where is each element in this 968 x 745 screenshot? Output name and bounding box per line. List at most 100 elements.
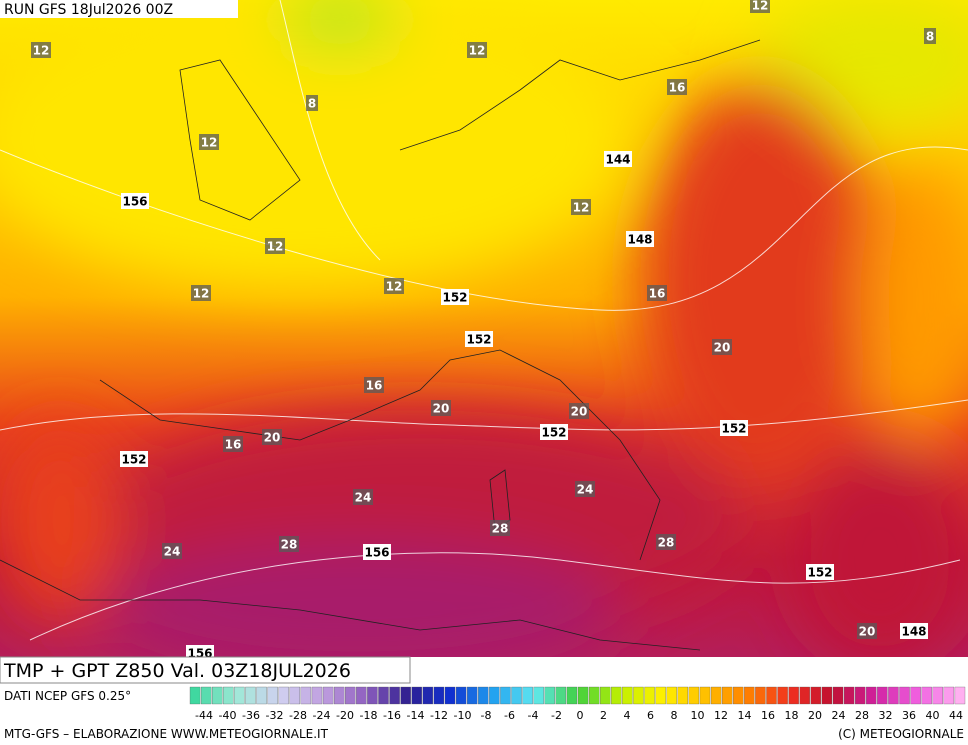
temperature-label: 20 — [433, 402, 450, 416]
label-box — [363, 544, 391, 560]
contours — [0, 0, 968, 640]
scale-swatch — [234, 686, 245, 705]
scale-swatch — [799, 686, 810, 705]
scale-swatch — [644, 686, 655, 705]
scale-swatch — [333, 686, 345, 705]
scale-swatch — [733, 686, 744, 705]
geopotential-label: 152 — [121, 453, 146, 467]
label-box — [924, 28, 936, 44]
scale-swatch — [411, 686, 422, 705]
label-box — [162, 543, 182, 559]
coastlines — [0, 39, 761, 651]
scale-swatch — [810, 686, 822, 705]
geopotential-label: 152 — [721, 422, 746, 436]
scale-label: -14 — [407, 709, 425, 722]
scale-swatch — [511, 686, 522, 705]
scale-swatch — [888, 686, 899, 705]
label-box — [262, 429, 282, 445]
scale-label: 40 — [926, 709, 940, 722]
temperature-label: 12 — [386, 280, 403, 294]
label-box — [647, 285, 667, 301]
scale-swatch — [821, 686, 833, 705]
label-box — [121, 193, 149, 209]
temperature-label: 8 — [926, 30, 934, 44]
scale-swatch — [466, 686, 478, 705]
scale-swatch — [710, 686, 722, 705]
label-box — [279, 536, 299, 552]
scale-swatch — [444, 686, 456, 705]
geopotential-label: 144 — [605, 153, 630, 167]
scale-swatch — [400, 686, 411, 705]
temperature-label: 20 — [264, 431, 281, 445]
scale-label: 2 — [600, 709, 607, 722]
scale-swatch — [699, 686, 711, 705]
temperature-label: 12 — [469, 44, 486, 58]
temperature-label: 20 — [859, 625, 876, 639]
label-box — [490, 520, 510, 536]
geopotential-label: 152 — [541, 426, 566, 440]
label-box — [575, 481, 595, 497]
scale-label: -28 — [289, 709, 307, 722]
scale-swatch — [721, 686, 733, 705]
scale-label: 32 — [879, 709, 893, 722]
scale-label: -10 — [454, 709, 472, 722]
label-box — [384, 278, 404, 294]
scale-label: 36 — [902, 709, 916, 722]
scale-swatch — [367, 686, 378, 705]
temperature-label: 28 — [492, 522, 509, 536]
temperature-label: 24 — [355, 491, 372, 505]
geopotential-label: 152 — [807, 566, 832, 580]
scale-swatch — [755, 686, 766, 705]
geopotential-label: 152 — [466, 333, 491, 347]
scale-swatch — [200, 686, 212, 705]
scale-label: 28 — [855, 709, 869, 722]
scale-label: 12 — [714, 709, 728, 722]
run-box — [0, 0, 238, 18]
temperature-label: 12 — [752, 0, 769, 13]
product-box — [0, 656, 411, 684]
scale-label: 16 — [761, 709, 775, 722]
run-label: RUN GFS 18Jul2026 00Z — [4, 2, 173, 18]
scale-label: -32 — [266, 709, 284, 722]
scale-label: -24 — [313, 709, 331, 722]
scale-swatch — [478, 686, 489, 705]
scale-label: 44 — [949, 709, 963, 722]
temperature-label: 28 — [281, 538, 298, 552]
field — [0, 0, 968, 680]
temperature-label: 20 — [714, 341, 731, 355]
source-label: DATI NCEP GFS 0.25° — [4, 689, 131, 703]
scale-label: -4 — [528, 709, 539, 722]
label-box — [191, 285, 211, 301]
scale-swatch — [744, 686, 755, 705]
scale-swatch — [655, 686, 666, 705]
scale-swatch — [877, 686, 888, 705]
scale-label: -18 — [360, 709, 378, 722]
scale-swatch — [311, 686, 323, 705]
label-box — [265, 238, 285, 254]
temperature-label: 16 — [649, 287, 666, 301]
scale-swatch — [345, 686, 356, 705]
temperature-label: 16 — [669, 81, 686, 95]
scale-swatch — [300, 686, 312, 705]
scale-swatch — [577, 686, 589, 705]
map-labels: 12 12 8 12 16 8 12 12 12 12 12 16 20 16 20 20 16 20 24 24 28… — [31, 0, 936, 661]
scale-swatch — [433, 686, 445, 705]
temperature-label: 16 — [225, 438, 242, 452]
scale-swatch — [555, 686, 567, 705]
temperature-label: 8 — [308, 97, 316, 111]
label-box — [467, 42, 487, 58]
scale-swatch — [600, 686, 611, 705]
temperature-label: 12 — [33, 44, 50, 58]
scale-swatch — [943, 686, 955, 705]
temperature-label: 12 — [201, 136, 218, 150]
temperature-label: 24 — [577, 483, 594, 497]
label-box — [306, 95, 318, 111]
scale-swatch — [455, 686, 467, 705]
scale-label: -16 — [383, 709, 401, 722]
temperature-label: 20 — [571, 405, 588, 419]
temperature-label: 16 — [366, 379, 383, 393]
temperature-label: 12 — [267, 240, 284, 254]
scale-label: 18 — [785, 709, 799, 722]
label-box — [667, 79, 687, 95]
